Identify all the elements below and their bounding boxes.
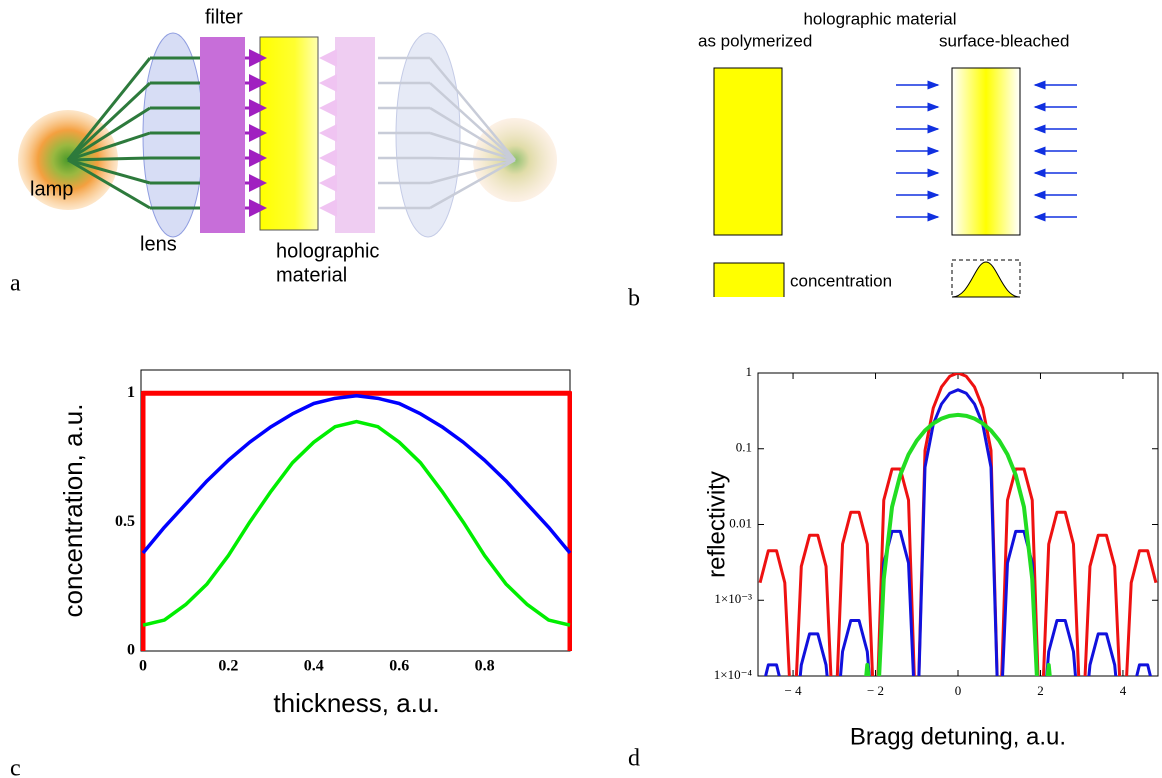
profile-flat bbox=[713, 262, 785, 297]
y-tick-label: 1×10⁻³ bbox=[714, 591, 752, 606]
ray-faded bbox=[429, 131, 516, 162]
plot-area bbox=[758, 373, 1158, 676]
filter-faded bbox=[335, 37, 375, 233]
ray-faded bbox=[429, 158, 516, 210]
x-tick-label: 4 bbox=[1120, 683, 1127, 698]
y-axis-title: reflectivity bbox=[703, 471, 730, 578]
material-polymerized bbox=[713, 67, 783, 236]
x-tick-label: 0 bbox=[139, 658, 147, 675]
ray bbox=[67, 156, 151, 162]
panel-label: b bbox=[628, 286, 640, 312]
ray-faded bbox=[429, 57, 516, 161]
material-bleached bbox=[951, 67, 1021, 236]
x-axis-title: thickness, a.u. bbox=[273, 688, 439, 718]
chart: 1×10⁻⁴ 1×10⁻³ 0.01 0.1 1 − 4 − 2 0 2 4 Bragg detun… bbox=[628, 364, 1159, 772]
x-tick-label: − 4 bbox=[785, 683, 803, 698]
y-tick-label: 0 bbox=[127, 642, 135, 659]
ray bbox=[67, 158, 151, 210]
series-line bbox=[142, 419, 571, 627]
ray-faded bbox=[429, 82, 516, 161]
ray bbox=[66, 81, 152, 162]
profile-box bbox=[951, 259, 1021, 298]
filter bbox=[200, 37, 245, 233]
ray bbox=[67, 158, 151, 185]
ray-faded bbox=[429, 156, 516, 162]
series-line bbox=[758, 373, 1158, 676]
series-line bbox=[141, 394, 572, 555]
x-tick-label: 2 bbox=[1037, 683, 1044, 698]
panel-b: holographic material as polymerized surf… bbox=[628, 9, 1077, 312]
y-tick-label: 0.01 bbox=[729, 515, 752, 530]
x-tick-label: 0.6 bbox=[389, 658, 409, 675]
column-label: as polymerized bbox=[698, 31, 812, 50]
chart: 0 0.5 1 0 0.2 0.4 0.6 0.8 thickness, a.u. concent… bbox=[10, 369, 572, 778]
panel-label: a bbox=[10, 271, 21, 297]
lens bbox=[142, 32, 204, 238]
series-line bbox=[764, 388, 1152, 676]
x-tick-label: 0.2 bbox=[218, 658, 238, 675]
y-tick-label: 0.1 bbox=[736, 440, 752, 455]
column-label: surface-bleached bbox=[939, 31, 1069, 50]
series-line bbox=[141, 390, 572, 651]
lens-faded bbox=[395, 32, 461, 238]
y-tick-label: 1 bbox=[746, 364, 753, 379]
plot-frame bbox=[757, 372, 1159, 677]
ray bbox=[66, 57, 152, 161]
x-tick-label: 0.8 bbox=[475, 658, 495, 675]
holographic-material bbox=[259, 36, 319, 231]
ray bbox=[67, 106, 151, 162]
legend-label: concentration bbox=[790, 271, 892, 290]
ray bbox=[67, 131, 151, 162]
y-tick-label: 1 bbox=[127, 384, 135, 401]
panel-title: holographic material bbox=[803, 9, 956, 28]
plot-frame bbox=[140, 369, 571, 652]
series-line bbox=[864, 412, 1052, 676]
ray-faded bbox=[429, 106, 516, 162]
lamp-label: lamp bbox=[30, 178, 73, 200]
plot-area bbox=[141, 390, 572, 651]
x-tick-label: 0.4 bbox=[304, 658, 324, 675]
x-tick-label: − 2 bbox=[867, 683, 884, 698]
ray-faded bbox=[429, 158, 516, 185]
y-tick-label: 0.5 bbox=[115, 513, 135, 530]
material-label: material bbox=[276, 264, 347, 286]
panel-a: filter lamp lens holographic material a bbox=[10, 6, 557, 297]
x-axis-title: Bragg detuning, a.u. bbox=[850, 723, 1066, 750]
lens-label: lens bbox=[140, 233, 177, 255]
y-tick-label: 1×10⁻⁴ bbox=[714, 667, 753, 682]
panel-label: c bbox=[10, 756, 21, 778]
y-axis-title: concentration, a.u. bbox=[58, 404, 88, 618]
filter-label: filter bbox=[205, 6, 243, 28]
profile-gauss bbox=[951, 261, 1021, 298]
panel-label: d bbox=[628, 746, 640, 772]
material-label: holographic bbox=[276, 240, 379, 262]
x-tick-label: 0 bbox=[955, 683, 962, 698]
